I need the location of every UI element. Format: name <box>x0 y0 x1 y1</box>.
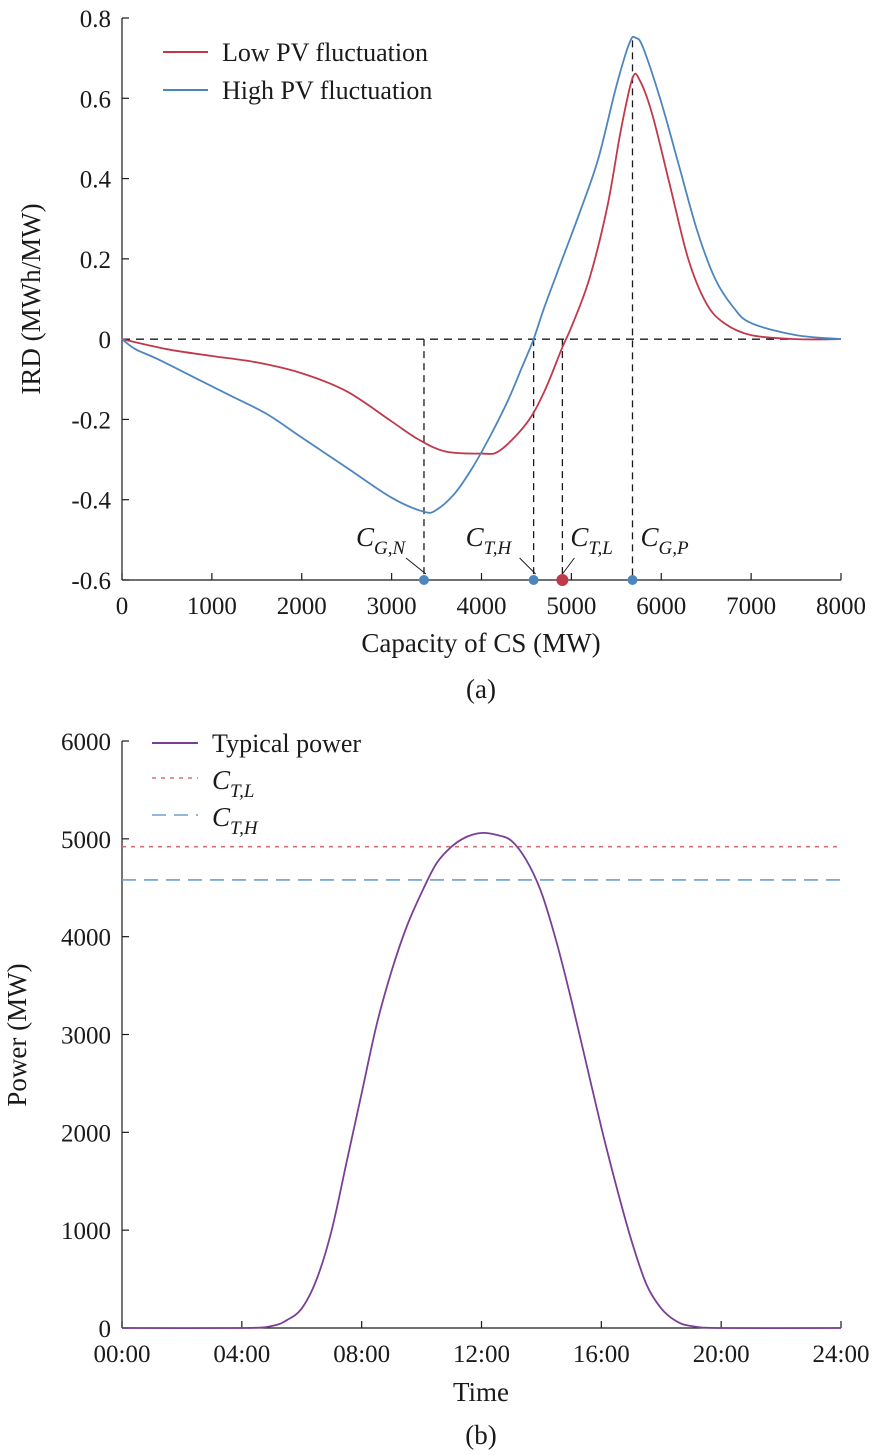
panel-b-x-tick-label: 04:00 <box>213 1341 270 1368</box>
panel-b-y-tick-label: 0 <box>99 1316 112 1343</box>
panel-b-legend: Typical power CT,L CT,H <box>152 729 361 839</box>
legend-label-typical-power: Typical power <box>212 729 361 758</box>
panel-a-x-tick-label: 7000 <box>726 593 776 620</box>
panel-a-x-tick-label: 1000 <box>187 593 237 620</box>
panel-b-caption: (b) <box>465 1420 496 1450</box>
panel-a-y-tick-label: -0.4 <box>71 488 111 515</box>
panel-a-x-tick-label: 5000 <box>546 593 596 620</box>
panel-b-y-tick-label: 2000 <box>61 1120 111 1147</box>
panel-a-leader-th <box>519 557 536 575</box>
panel-a-x-tick-label: 8000 <box>816 593 866 620</box>
panel-b: 00:00 04:00 08:00 12:00 16:00 20:00 24:00 0 100… <box>2 729 869 1450</box>
panel-b-x-ticks: 00:00 04:00 08:00 12:00 16:00 20:00 24:00 <box>94 1321 870 1368</box>
panel-b-x-tick-label: 08:00 <box>333 1341 390 1368</box>
legend-label-low-pv: Low PV fluctuation <box>222 38 428 67</box>
panel-b-x-tick-label: 16:00 <box>573 1341 630 1368</box>
panel-a-y-tick-label: 0.2 <box>80 247 111 274</box>
legend-ctl-main: C <box>212 765 231 795</box>
panel-b-x-tick-label: 12:00 <box>453 1341 510 1368</box>
panel-a-x-ticks: 0 1000 2000 3000 4000 5000 6000 7000 8000 <box>116 573 866 620</box>
panel-b-y-ticks: 0 1000 2000 3000 4000 5000 6000 <box>61 729 129 1343</box>
legend-ctl-sub: T,L <box>230 781 254 802</box>
legend-label-cth: CT,H <box>212 802 259 839</box>
panel-b-series <box>121 832 842 1330</box>
panel-a-legend: Low PV fluctuation High PV fluctuation <box>163 38 432 105</box>
panel-b-x-label: Time <box>453 1377 509 1407</box>
panel-a-y-tick-label: 0.4 <box>80 167 112 194</box>
panel-a-x-tick-label: 0 <box>116 593 129 620</box>
panel-a-series-line-high-pv <box>121 35 842 514</box>
panel-a-marker-label-gp: CG,P <box>640 522 688 559</box>
panel-a-y-tick-label: -0.2 <box>71 407 111 434</box>
panel-b-x-tick-label: 24:00 <box>813 1341 870 1368</box>
panel-b-x-tick-label: 20:00 <box>693 1341 750 1368</box>
panel-a-y-tick-label: 0.6 <box>80 86 111 113</box>
panel-a-marker-guides <box>423 40 634 580</box>
panel-a-leader-gn <box>405 557 427 575</box>
panel-b-y-label: Power (MW) <box>2 963 32 1106</box>
panel-b-y-tick-label: 5000 <box>61 827 111 854</box>
panel-a-marker-dot-tl <box>556 574 569 586</box>
legend-cth-sub: T,H <box>230 818 259 839</box>
panel-a-marker-label-gn: CG,N <box>356 522 406 559</box>
legend-label-high-pv: High PV fluctuation <box>222 76 432 105</box>
legend-label-ctl: CT,L <box>212 765 255 802</box>
panel-a-x-tick-label: 3000 <box>367 593 417 620</box>
panel-a-caption: (a) <box>466 674 496 704</box>
panel-a-x-tick-label: 4000 <box>457 593 507 620</box>
panel-a-marker-dot-gp <box>627 575 638 585</box>
panel-b-series-line-typical-power <box>121 832 842 1330</box>
panel-a-y-tick-label: 0.8 <box>80 6 111 33</box>
panel-a-markers: CG,N CT,H CT,L CG,P <box>356 522 689 586</box>
panel-b-y-tick-label: 4000 <box>61 925 111 952</box>
panel-a-y-label: IRD (MWh/MW) <box>16 203 46 394</box>
panel-a-y-tick-label: 0 <box>99 327 112 354</box>
panel-a-series-line-low-pv <box>121 72 842 455</box>
panel-b-threshold-lines <box>122 845 841 881</box>
panel-a-leader-tl <box>561 557 575 575</box>
panel-a-x-tick-label: 2000 <box>277 593 327 620</box>
panel-b-y-tick-label: 3000 <box>61 1023 111 1050</box>
legend-cth-main: C <box>212 802 231 832</box>
panel-a: 0 1000 2000 3000 4000 5000 6000 7000 8000 -0.6-0… <box>16 6 866 704</box>
panel-a-y-ticks: -0.6 -0.4 -0.2 0 0.2 0.4 0.6 0.8 <box>71 6 129 595</box>
panel-b-y-tick-label: 6000 <box>61 729 111 756</box>
panel-a-y-tick-label: -0.6 <box>71 568 111 595</box>
panel-a-x-label: Capacity of CS (MW) <box>361 628 600 658</box>
panel-a-x-tick-label: 6000 <box>636 593 686 620</box>
panel-a-series <box>121 35 842 514</box>
panel-a-marker-label-th: CT,H <box>466 522 513 559</box>
panel-b-y-tick-label: 1000 <box>61 1218 111 1245</box>
panel-a-marker-label-tl: CT,L <box>570 522 613 559</box>
panel-a-marker-dot-gn <box>418 575 429 585</box>
panel-a-marker-dot-th <box>528 575 539 585</box>
panel-b-x-tick-label: 00:00 <box>94 1341 151 1368</box>
